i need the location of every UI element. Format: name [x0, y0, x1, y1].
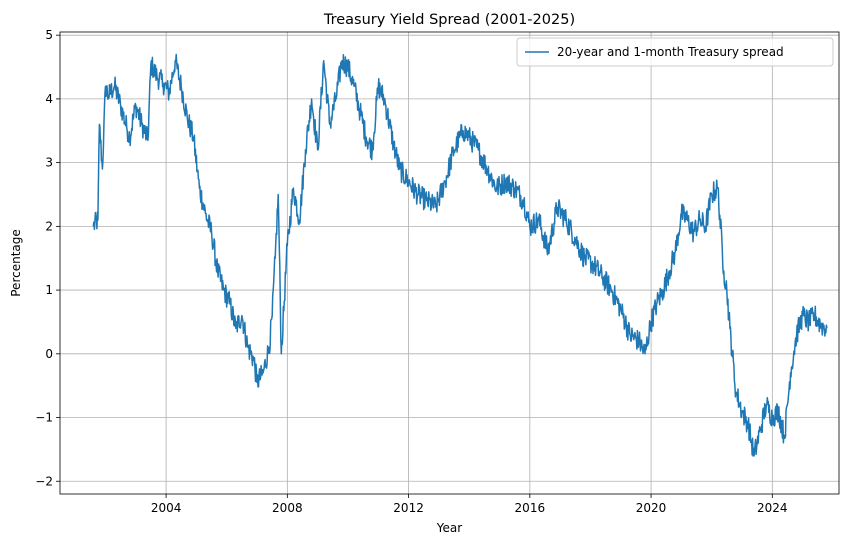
series-line [92, 53, 828, 457]
y-tick-label: −1 [35, 411, 53, 425]
y-tick-label: 4 [45, 92, 53, 106]
y-axis-label: Percentage [9, 229, 23, 297]
y-tick-label: 1 [45, 283, 53, 297]
grid [60, 32, 839, 494]
x-tick-label: 2012 [393, 501, 424, 515]
x-tick-label: 2004 [151, 501, 182, 515]
y-tick-label: 0 [45, 347, 53, 361]
plot-frame [59, 31, 840, 495]
legend: 20-year and 1-month Treasury spread [516, 37, 834, 67]
x-tick-label: 2016 [515, 501, 546, 515]
y-axis: −2 −1 0 1 2 3 4 5 [35, 28, 60, 488]
y-tick-label: 2 [45, 219, 53, 233]
y-tick-label: 3 [45, 156, 53, 170]
chart-title: Treasury Yield Spread (2001-2025) [323, 12, 575, 28]
x-axis-label: Year [436, 521, 462, 535]
plot-area [92, 53, 828, 457]
legend-box [516, 37, 834, 67]
y-tick-label: 5 [45, 28, 53, 42]
x-axis: 2004 2008 2012 2016 2020 2024 [151, 494, 788, 515]
x-tick-label: 2008 [272, 501, 303, 515]
x-tick-label: 2024 [757, 501, 788, 515]
y-tick-label: −2 [35, 474, 53, 488]
legend-label: 20-year and 1-month Treasury spread [557, 45, 784, 59]
x-tick-label: 2020 [636, 501, 667, 515]
